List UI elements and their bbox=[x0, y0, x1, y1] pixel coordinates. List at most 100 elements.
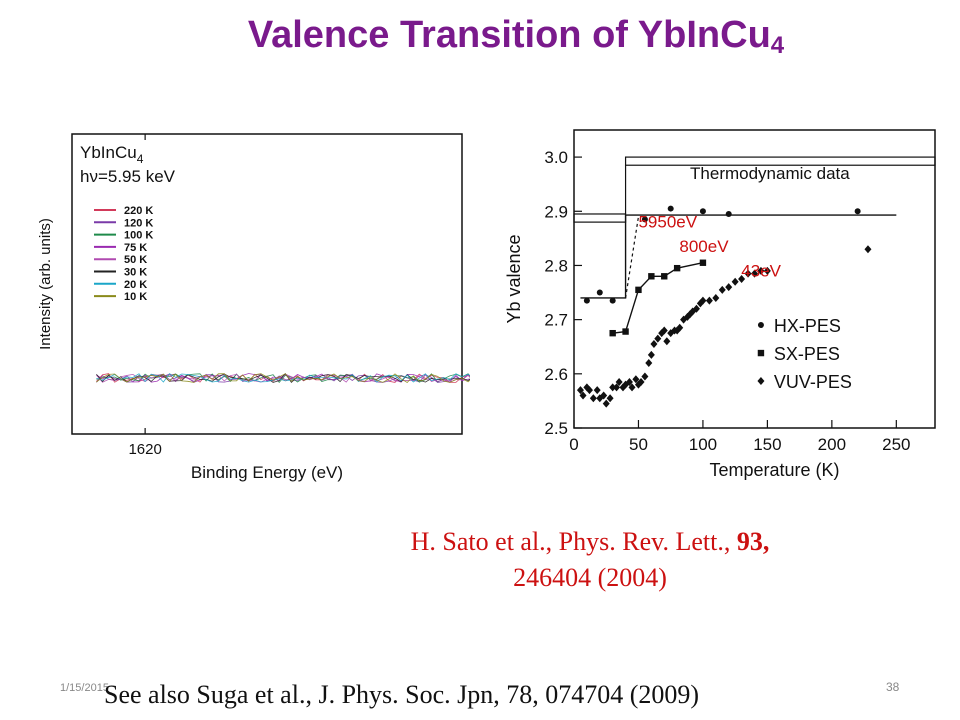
legend-marker bbox=[757, 322, 764, 329]
y-tick-label: 2.6 bbox=[544, 365, 568, 384]
x-tick-label: 200 bbox=[818, 435, 846, 454]
hx-pes-point bbox=[854, 208, 861, 215]
energy-annotation: 5950eV bbox=[638, 213, 697, 232]
vuv-pes-point bbox=[731, 277, 739, 286]
legend-label: HX-PES bbox=[774, 316, 841, 336]
title-main: Valence Transition of YbInCu bbox=[247, 14, 771, 56]
sx-pes-point bbox=[635, 286, 642, 294]
vuv-pes-point bbox=[583, 383, 591, 392]
vuv-pes-point bbox=[705, 296, 713, 305]
vuv-pes-point bbox=[593, 386, 601, 395]
vuv-pes-point bbox=[751, 269, 758, 278]
sx-pes-point bbox=[622, 328, 629, 335]
sx-pes-point bbox=[648, 273, 655, 280]
see-also-citation: See also Suga et al., J. Phys. Soc. Jpn,… bbox=[104, 680, 700, 709]
hx-pes-point bbox=[725, 210, 732, 217]
x-axis-label: Binding Energy (eV) bbox=[191, 463, 343, 482]
vuv-pes-point bbox=[613, 383, 621, 392]
vuv-pes-point bbox=[625, 377, 633, 386]
energy-annotation: 43eV bbox=[741, 261, 781, 280]
vuv-pes-point bbox=[658, 329, 666, 338]
hx-pes-point bbox=[596, 289, 603, 296]
hx-pes-transition-dashed bbox=[624, 216, 640, 299]
legend-label: 120 K bbox=[124, 217, 153, 229]
photon-energy-label: hν=5.95 keV bbox=[80, 167, 176, 186]
vuv-pes-point bbox=[680, 315, 688, 324]
vuv-pes-point bbox=[692, 304, 700, 313]
page-number: 38 bbox=[886, 680, 900, 694]
y-axis-label: Yb valence bbox=[504, 234, 524, 323]
plot-frame bbox=[71, 133, 463, 435]
vuv-pes-point bbox=[637, 377, 645, 386]
y-tick-label: 2.8 bbox=[544, 256, 568, 275]
thermo-label: Thermodynamic data bbox=[690, 164, 850, 183]
legend-label: 30 K bbox=[124, 267, 147, 279]
sx-pes-point bbox=[699, 259, 707, 266]
hx-pes-point bbox=[641, 216, 648, 223]
vuv-pes-point bbox=[763, 266, 771, 275]
vuv-pes-point bbox=[606, 394, 614, 403]
x-axis-label: Temperature (K) bbox=[709, 460, 839, 480]
legend-marker bbox=[757, 349, 765, 357]
vuv-pes-point bbox=[864, 245, 872, 254]
hx-pes-point bbox=[667, 205, 674, 212]
vuv-pes-point bbox=[579, 391, 587, 400]
vuv-pes-point bbox=[699, 296, 707, 305]
legend-label: 10 K bbox=[124, 291, 147, 303]
vuv-pes-point bbox=[647, 350, 655, 359]
xps-spectrum-chart: 162016001580156015401520Binding Energy (… bbox=[37, 133, 470, 482]
hx-pes-fit-line bbox=[580, 214, 897, 299]
hx-pes-point bbox=[583, 297, 590, 304]
vuv-pes-point bbox=[757, 266, 765, 275]
x-tick-label: 1620 bbox=[128, 441, 161, 458]
vuv-pes-point bbox=[628, 383, 636, 392]
slide-title: Valence Transition of YbInCu4 bbox=[0, 14, 960, 60]
energy-annotation: 800eV bbox=[679, 237, 729, 256]
vuv-pes-point bbox=[718, 285, 726, 294]
x-tick-label: 150 bbox=[753, 435, 781, 454]
vuv-pes-point bbox=[660, 326, 668, 335]
slide-date: 1/15/2015 bbox=[60, 682, 109, 694]
vuv-pes-point bbox=[632, 375, 640, 384]
vuv-pes-point bbox=[609, 383, 617, 392]
sx-pes-point bbox=[609, 329, 616, 337]
vuv-pes-point bbox=[650, 340, 658, 349]
hx-pes-point bbox=[609, 297, 616, 304]
vuv-pes-point bbox=[683, 312, 691, 321]
title-subscript: 4 bbox=[770, 32, 785, 59]
legend-label: 50 K bbox=[124, 254, 147, 266]
plot-frame bbox=[573, 129, 936, 429]
x-tick-label: 250 bbox=[882, 435, 910, 454]
legend-label: 100 K bbox=[124, 230, 153, 242]
legend-label: VUV-PES bbox=[774, 372, 852, 392]
thermo-band-low bbox=[573, 213, 627, 223]
legend-label: 20 K bbox=[124, 279, 147, 291]
vuv-pes-point bbox=[725, 283, 733, 292]
vuv-pes-point bbox=[641, 372, 649, 381]
sx-pes-point bbox=[661, 273, 668, 280]
vuv-pes-point bbox=[634, 380, 642, 389]
vuv-pes-point bbox=[615, 377, 623, 386]
legend-label: 220 K bbox=[124, 205, 153, 217]
valence-temperature-chart: 2.5 2.6 2.7 2.8 2.9 3.0 0 50 100 150 200 250 Tempera… bbox=[504, 129, 936, 480]
sx-pes-point bbox=[673, 264, 681, 272]
reference-citation: H. Sato et al., Phys. Rev. Lett., 93, 24… bbox=[330, 524, 850, 596]
y-tick-label: 3.0 bbox=[544, 148, 568, 167]
vuv-pes-point bbox=[654, 334, 662, 343]
vuv-pes-point bbox=[645, 358, 653, 367]
y-axis-label: Intensity (arb. units) bbox=[37, 218, 54, 350]
legend-label: SX-PES bbox=[774, 344, 840, 364]
vuv-pes-point bbox=[744, 269, 752, 278]
legend-marker bbox=[757, 377, 765, 386]
reference-volume: 93, bbox=[736, 527, 770, 556]
vuv-pes-point bbox=[738, 275, 746, 283]
x-tick-label: 100 bbox=[689, 435, 717, 454]
y-tick-label: 2.9 bbox=[544, 202, 568, 221]
y-tick-label: 2.7 bbox=[544, 311, 568, 330]
sample-label: YbInCu4 bbox=[80, 143, 144, 166]
hx-pes-point bbox=[699, 208, 706, 215]
legend-label: 75 K bbox=[124, 242, 147, 254]
reference-line2: 246404 (2004) bbox=[513, 563, 667, 592]
vuv-pes-point bbox=[576, 386, 584, 395]
vuv-pes-point bbox=[589, 394, 597, 403]
